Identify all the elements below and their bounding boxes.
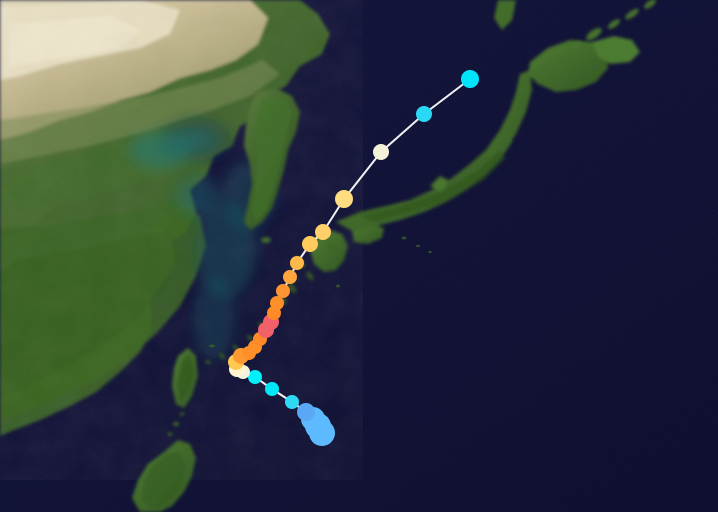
track-point-c2 [315, 224, 331, 240]
track-points [228, 70, 479, 446]
track-point-ts [416, 106, 432, 122]
track-point-ts [265, 382, 279, 396]
track-point-c2 [335, 190, 353, 208]
track-point-c3 [290, 256, 304, 270]
track-path-line [235, 78, 471, 434]
track-point-c4 [276, 284, 290, 298]
track-point-ts [461, 70, 479, 88]
track-point-ts [248, 370, 262, 384]
track-point-td [297, 403, 315, 421]
track-point-c1 [373, 144, 389, 160]
track-point-ts [285, 395, 299, 409]
track-line [235, 78, 471, 434]
track-point-c3 [283, 270, 297, 284]
track-point-c2 [302, 236, 318, 252]
track-point-c4 [270, 296, 284, 310]
